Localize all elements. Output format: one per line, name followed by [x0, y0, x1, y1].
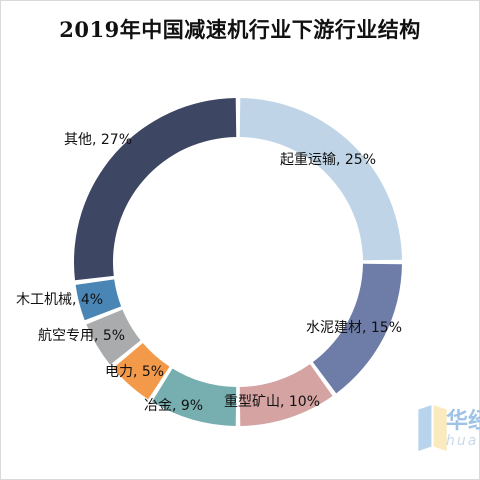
slice-label-5: 航空专用, 5%: [38, 328, 125, 344]
slice-labels: 起重运输, 25% 水泥建材, 15% 重型矿山, 10% 冶金, 9% 电力, 5% 航…: [16, 132, 402, 414]
slice-label-3: 冶金, 9%: [144, 398, 203, 414]
slice-label-6: 木工机械, 4%: [16, 292, 103, 308]
donut-slice-3: [152, 368, 237, 426]
donut-slices: [74, 98, 402, 426]
slice-label-1: 水泥建材, 15%: [306, 320, 402, 336]
watermark-brand: 华经: [446, 409, 480, 434]
donut-slice-0: [239, 98, 402, 261]
donut-slice-6: [75, 279, 122, 321]
slice-label-7: 其他, 27%: [64, 132, 132, 148]
slice-label-0: 起重运输, 25%: [280, 152, 376, 168]
slice-label-2: 重型矿山, 10%: [224, 394, 320, 410]
donut-slice-4: [113, 343, 170, 400]
slice-label-4: 电力, 5%: [105, 364, 164, 380]
donut-slice-1: [312, 263, 402, 394]
donut-slice-5: [86, 309, 141, 365]
chart-title: 2019年中国减速机行业下游行业结构: [59, 17, 421, 42]
watermark-logo: [418, 405, 447, 451]
donut-slice-7: [74, 98, 237, 281]
watermark-sub: hua: [446, 433, 479, 449]
donut-slice-2: [239, 364, 333, 426]
